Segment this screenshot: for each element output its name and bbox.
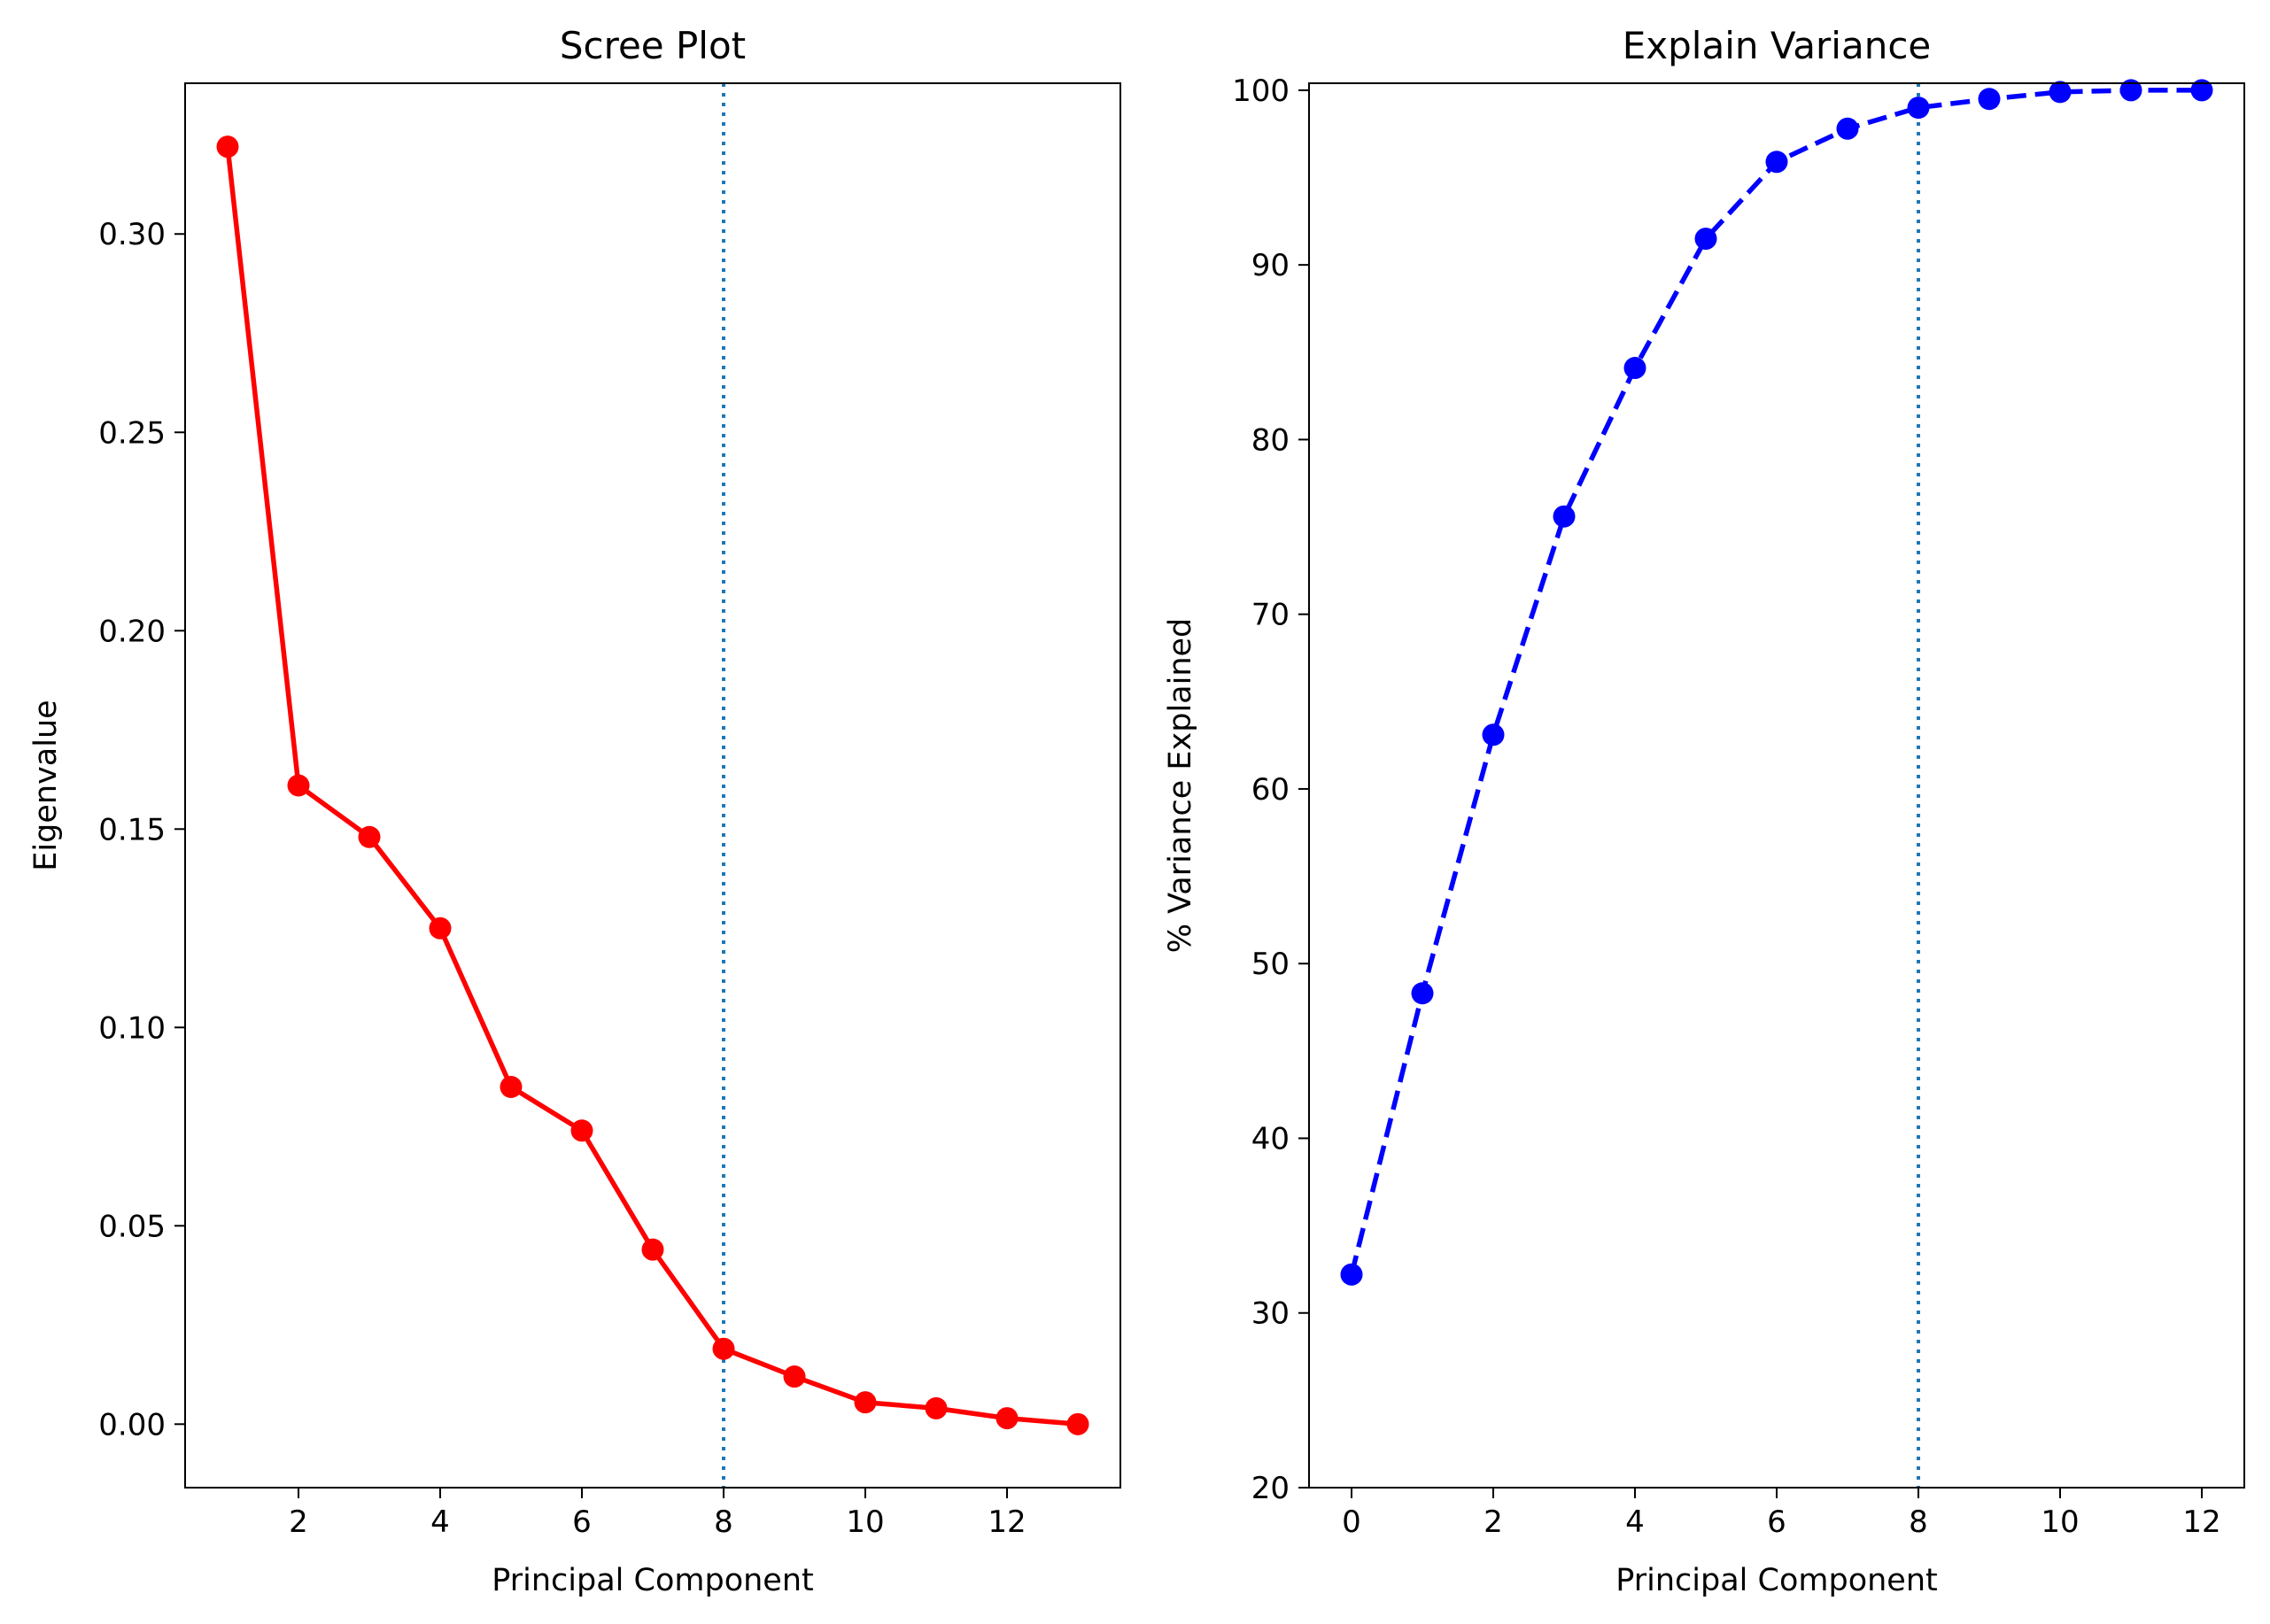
variance-chart-title: Explain Variance	[1623, 24, 1932, 67]
variance-y-tick-label: 70	[1251, 598, 1290, 633]
variance-data-point	[1482, 723, 1505, 746]
variance-x-tick-label: 6	[1767, 1504, 1786, 1540]
variance-x-tick-label: 2	[1484, 1504, 1503, 1540]
variance-data-point	[2119, 79, 2142, 102]
variance-x-tick-label: 10	[2041, 1504, 2079, 1540]
variance-x-tick-label: 0	[1342, 1504, 1361, 1540]
variance-data-point	[2049, 81, 2072, 104]
variance-data-point	[1765, 151, 1788, 174]
scree-data-point	[500, 1075, 523, 1098]
variance-data-point	[1623, 357, 1646, 380]
scree-x-axis-label: Principal Component	[492, 1563, 813, 1598]
variance-y-tick-label: 90	[1251, 248, 1290, 283]
scree-x-tick-label: 12	[988, 1504, 1026, 1540]
scree-data-point	[1066, 1412, 1089, 1435]
scree-y-tick-label: 0.20	[98, 614, 166, 649]
scree-y-tick-label: 0.15	[98, 812, 166, 847]
scree-y-axis-label: Eigenvalue	[28, 700, 64, 870]
variance-y-tick-label: 80	[1251, 422, 1290, 458]
scree-y-tick-label: 0.00	[98, 1407, 166, 1442]
scree-y-tick-label: 0.30	[98, 217, 166, 252]
scree-data-point	[996, 1407, 1019, 1430]
scree-x-tick-label: 6	[572, 1504, 592, 1540]
scree-x-tick-label: 8	[714, 1504, 733, 1540]
variance-data-point	[1694, 228, 1717, 251]
variance-data-point	[1340, 1263, 1363, 1286]
variance-x-tick-label: 8	[1909, 1504, 1928, 1540]
scree-data-point	[712, 1337, 735, 1360]
variance-y-axis-label: % Variance Explained	[1163, 618, 1198, 954]
explain-variance-chart: 0 2 4 6 8 10 12 20 30 40 50 60 70 80 90 100 Explain Vari…	[1163, 24, 2245, 1598]
variance-data-point	[1907, 97, 1930, 120]
scree-x-tick-label: 10	[846, 1504, 884, 1540]
scree-data-point	[570, 1119, 593, 1142]
scree-data-point	[783, 1365, 806, 1388]
scree-chart-title: Scree Plot	[560, 24, 746, 67]
scree-x-tick-label: 2	[289, 1504, 308, 1540]
variance-x-tick-label: 12	[2182, 1504, 2220, 1540]
variance-y-tick-label: 60	[1251, 772, 1290, 808]
scree-data-point	[358, 825, 381, 848]
scree-data-point	[641, 1238, 664, 1261]
variance-y-tick-label: 40	[1251, 1121, 1290, 1156]
variance-x-tick-label: 4	[1625, 1504, 1645, 1540]
scree-data-point	[216, 135, 239, 159]
variance-data-point	[1553, 505, 1576, 528]
scree-data-point	[854, 1391, 877, 1414]
variance-y-tick-label: 20	[1251, 1471, 1290, 1506]
scree-plot-chart: 2 4 6 8 10 12 0.00 0.05 0.10 0.15 0.20 0.25 0.30 Scre…	[28, 24, 1121, 1598]
scree-y-tick-label: 0.05	[98, 1209, 166, 1244]
variance-data-point	[2190, 79, 2213, 102]
scree-axes-frame	[184, 82, 1121, 1489]
variance-data-point	[1978, 88, 2001, 111]
scree-y-tick-label: 0.25	[98, 415, 166, 451]
scree-data-point	[429, 916, 452, 940]
variance-y-tick-label: 50	[1251, 947, 1290, 982]
variance-y-tick-label: 30	[1251, 1296, 1290, 1332]
variance-data-point	[1836, 117, 1859, 140]
variance-x-axis-label: Principal Component	[1615, 1563, 1937, 1598]
scree-data-point	[925, 1396, 948, 1419]
variance-data-point	[1411, 982, 1434, 1005]
scree-x-tick-label: 4	[430, 1504, 450, 1540]
scree-y-tick-label: 0.10	[98, 1010, 166, 1046]
variance-y-tick-label: 100	[1232, 73, 1290, 109]
scree-data-point	[287, 774, 310, 797]
